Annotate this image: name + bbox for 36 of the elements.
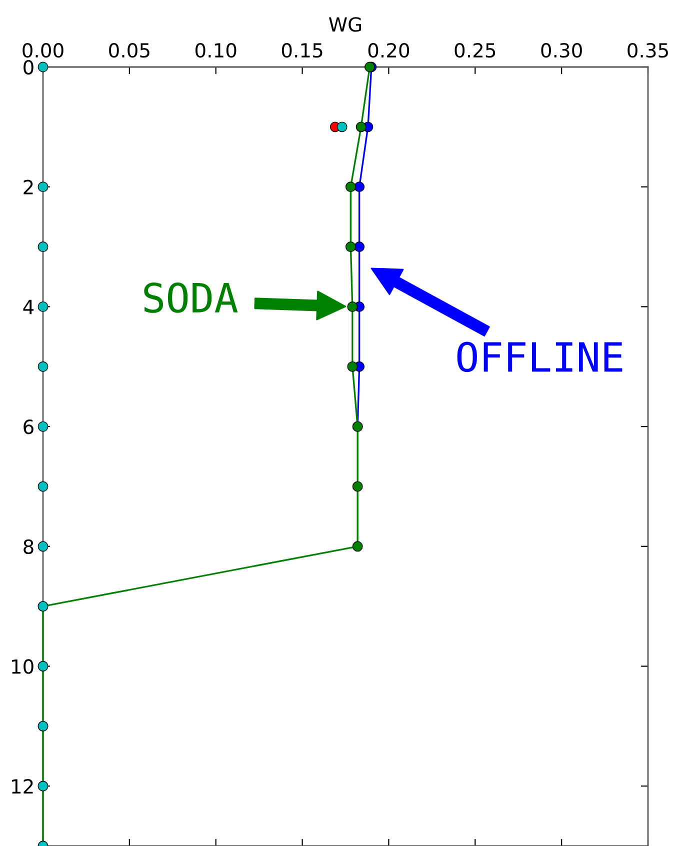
point xyxy=(352,481,363,492)
point xyxy=(352,541,363,552)
point xyxy=(356,122,366,132)
y-tick-label: 6 xyxy=(24,419,34,434)
text: OFFLINE xyxy=(457,342,622,372)
y-tick-label: 2 xyxy=(24,180,33,194)
point xyxy=(354,182,365,192)
x-tick-label: 0.20 xyxy=(368,42,410,58)
point xyxy=(38,541,48,552)
x-axis-title: WG xyxy=(329,17,362,32)
point xyxy=(38,301,48,312)
point xyxy=(347,301,358,312)
point xyxy=(345,242,356,252)
y-tick-label: 4 xyxy=(23,300,34,314)
y-tick-label: 12 xyxy=(12,779,33,794)
y-tick-label: 10 xyxy=(12,659,34,674)
legend-label: SODA xyxy=(144,282,238,313)
point xyxy=(38,481,48,492)
point xyxy=(354,242,365,252)
point xyxy=(38,361,48,372)
x-tick-label: 0.30 xyxy=(541,42,582,58)
point xyxy=(38,182,48,192)
x-tick-label: 0.10 xyxy=(195,42,236,58)
point xyxy=(38,242,48,252)
point xyxy=(38,421,48,432)
x-tick-label: 0.05 xyxy=(109,42,150,58)
y-tick-label: 0 xyxy=(24,60,34,75)
y-tick-label: 8 xyxy=(24,539,34,554)
x-tick-label: 0.00 xyxy=(22,42,64,58)
x-tick-label: 0.25 xyxy=(454,42,496,58)
point xyxy=(345,182,356,192)
point xyxy=(38,62,48,72)
x-tick-label: 0.35 xyxy=(628,42,668,58)
point xyxy=(336,122,348,132)
x-tick-label: 0.15 xyxy=(282,42,322,58)
point xyxy=(347,361,358,372)
